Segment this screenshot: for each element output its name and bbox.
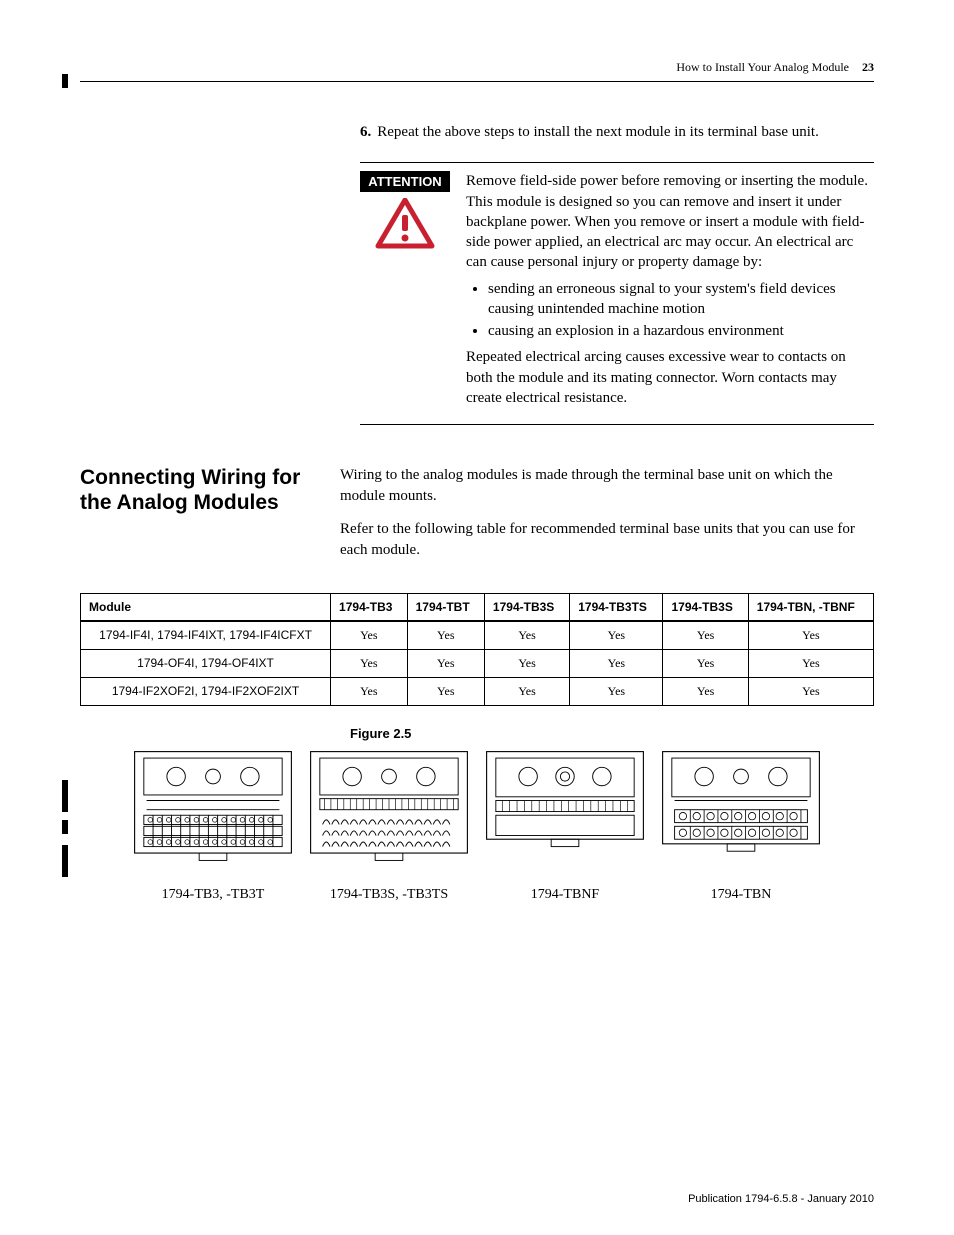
table-cell: Yes — [407, 678, 484, 706]
table-cell: Yes — [331, 650, 408, 678]
table-cell: Yes — [663, 650, 748, 678]
compat-table: Module1794-TB31794-TBT1794-TB3S1794-TB3T… — [80, 593, 874, 706]
table-cell: Yes — [663, 621, 748, 650]
table-header: 1794-TB3 — [331, 594, 408, 622]
step-number: 6. — [360, 122, 371, 142]
table-cell: Yes — [484, 678, 569, 706]
change-bar — [62, 74, 68, 88]
page-header: How to Install Your Analog Module 23 — [80, 60, 874, 82]
section: Connecting Wiring for the Analog Modules… — [80, 465, 874, 573]
table-cell: 1794-IF2XOF2I, 1794-IF2XOF2IXT — [81, 678, 331, 706]
section-p1: Wiring to the analog modules is made thr… — [340, 465, 874, 507]
figure-caption-2: 1794-TB3S, -TB3TS — [306, 887, 472, 903]
table-cell: Yes — [748, 650, 873, 678]
table-cell: Yes — [748, 678, 873, 706]
table-cell: 1794-IF4I, 1794-IF4IXT, 1794-IF4ICFXT — [81, 621, 331, 650]
table-header: 1794-TB3S — [484, 594, 569, 622]
table-cell: Yes — [748, 621, 873, 650]
change-bar — [62, 780, 68, 812]
table-header: Module — [81, 594, 331, 622]
warning-icon — [360, 198, 450, 255]
attention-p2: Repeated electrical arcing causes excess… — [466, 347, 874, 408]
table-cell: Yes — [484, 621, 569, 650]
change-bar — [62, 820, 68, 834]
table-header: 1794-TB3TS — [570, 594, 663, 622]
attention-p1: Remove field-side power before removing … — [466, 171, 874, 272]
figure-caption-4: 1794-TBN — [658, 887, 824, 903]
change-bar — [62, 845, 68, 877]
step-6: 6. Repeat the above steps to install the… — [360, 122, 874, 142]
figure-tb3s: 1794-TB3S, -TB3TS — [306, 747, 472, 903]
figure-label: Figure 2.5 — [350, 726, 874, 741]
table-header: 1794-TBT — [407, 594, 484, 622]
header-title: How to Install Your Analog Module — [676, 60, 849, 74]
attention-bullet-2: causing an explosion in a hazardous envi… — [488, 321, 874, 341]
table-cell: 1794-OF4I, 1794-OF4IXT — [81, 650, 331, 678]
figure-tb3: 1794-TB3, -TB3T — [130, 747, 296, 903]
attention-list: sending an erroneous signal to your syst… — [488, 279, 874, 342]
attention-bullet-1: sending an erroneous signal to your syst… — [488, 279, 874, 320]
page-number: 23 — [862, 60, 874, 74]
table-cell: Yes — [484, 650, 569, 678]
figure-tbnf: 1794-TBNF — [482, 747, 648, 903]
table-cell: Yes — [407, 650, 484, 678]
figure-caption-3: 1794-TBNF — [482, 887, 648, 903]
table-header: 1794-TB3S — [663, 594, 748, 622]
attention-label: ATTENTION — [360, 171, 450, 192]
table-cell: Yes — [331, 621, 408, 650]
table-row: 1794-OF4I, 1794-OF4IXTYesYesYesYesYesYes — [81, 650, 874, 678]
table-cell: Yes — [407, 621, 484, 650]
table-cell: Yes — [570, 678, 663, 706]
figure-caption-1: 1794-TB3, -TB3T — [130, 887, 296, 903]
figure-row: 1794-TB3, -TB3T — [80, 747, 874, 903]
table-header: 1794-TBN, -TBNF — [748, 594, 873, 622]
footer: Publication 1794-6.5.8 - January 2010 — [688, 1193, 874, 1205]
section-p2: Refer to the following table for recomme… — [340, 519, 874, 561]
table-cell: Yes — [331, 678, 408, 706]
table-row: 1794-IF2XOF2I, 1794-IF2XOF2IXTYesYesYesY… — [81, 678, 874, 706]
table-cell: Yes — [663, 678, 748, 706]
table-cell: Yes — [570, 621, 663, 650]
attention-block: ATTENTION Remove field-side power before… — [360, 162, 874, 425]
table-row: 1794-IF4I, 1794-IF4IXT, 1794-IF4ICFXTYes… — [81, 621, 874, 650]
figure-tbn: 1794-TBN — [658, 747, 824, 903]
table-cell: Yes — [570, 650, 663, 678]
step-text: Repeat the above steps to install the ne… — [377, 122, 819, 142]
section-title: Connecting Wiring for the Analog Modules — [80, 465, 310, 573]
